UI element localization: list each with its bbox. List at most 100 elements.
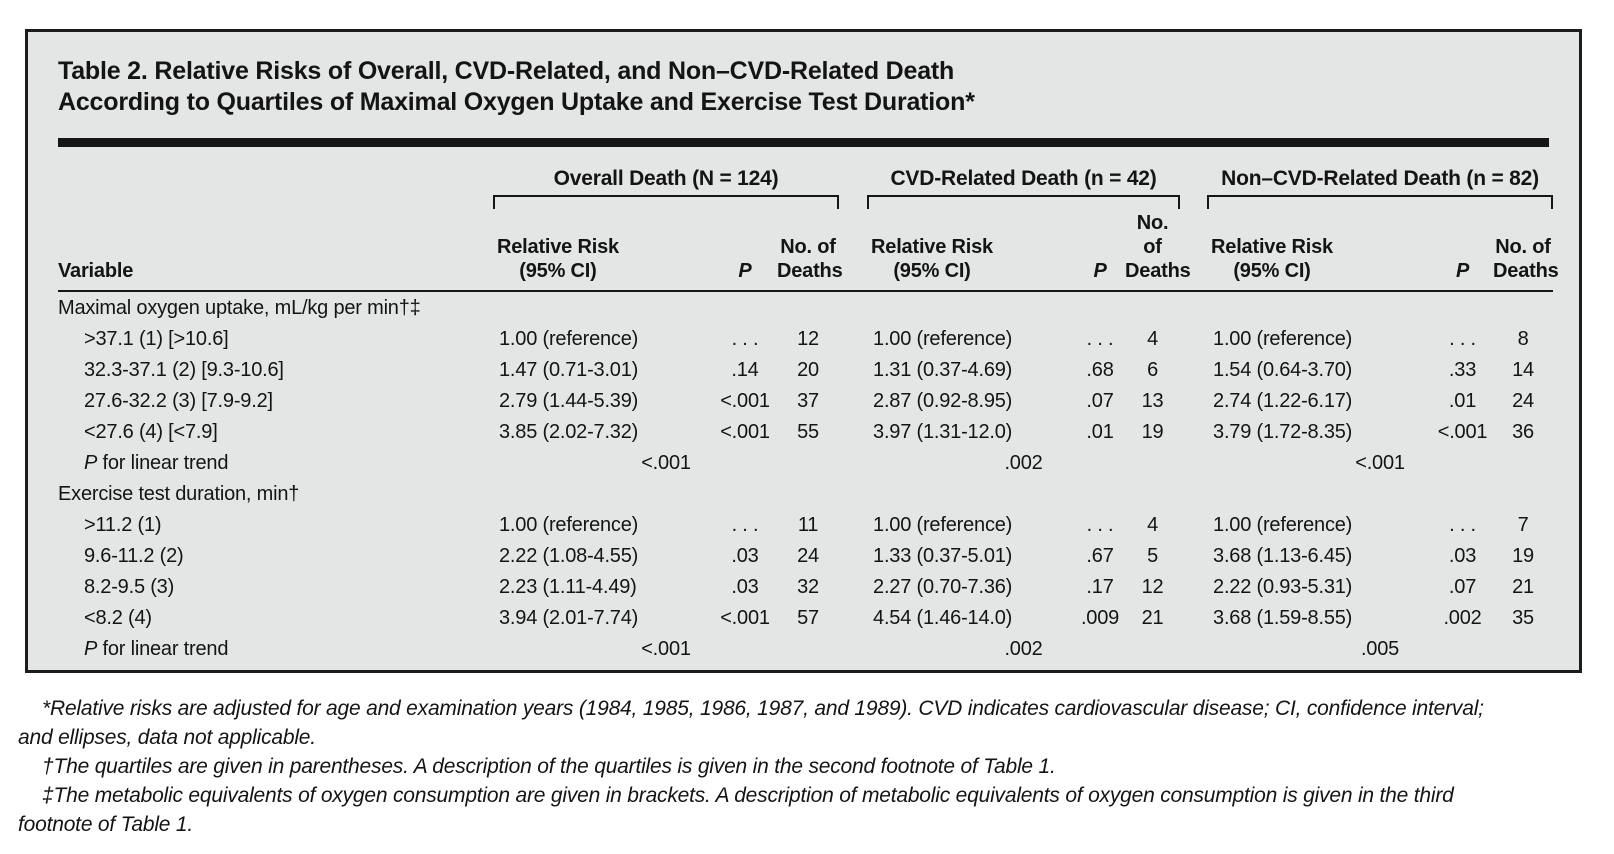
cell-p: .14 bbox=[731, 358, 759, 381]
footnotes: *Relative risks are adjusted for age and… bbox=[18, 694, 1518, 839]
col-header-p-cvd: P bbox=[1075, 211, 1126, 292]
cell-rr: 3.68 (1.59-8.55) bbox=[1213, 606, 1353, 629]
cell-p: . . . bbox=[731, 513, 759, 536]
cell-trend-value: .005 bbox=[1360, 637, 1400, 660]
col-header-deaths-cvd: No. of Deaths bbox=[1125, 211, 1191, 292]
cell-trend-label: P for linear trend bbox=[84, 637, 229, 660]
cell-deaths: 20 bbox=[797, 358, 819, 381]
col-header-rr-noncvd: Relative Risk (95% CI) bbox=[1207, 211, 1433, 292]
cell-deaths: 19 bbox=[1512, 544, 1534, 567]
cell-variable: >11.2 (1) bbox=[84, 513, 162, 536]
cell-variable: 27.6-32.2 (3) [7.9-9.2] bbox=[84, 389, 273, 412]
cell-rr: 3.97 (1.31-12.0) bbox=[873, 420, 1013, 443]
cell-rr: 1.00 (reference) bbox=[1213, 513, 1353, 536]
cell-p: . . . bbox=[1086, 327, 1114, 350]
cell-trend-value: <.001 bbox=[641, 451, 691, 474]
bracket-row bbox=[58, 195, 1554, 211]
table-panel: Table 2. Relative Risks of Overall, CVD-… bbox=[25, 29, 1582, 673]
cell-rr: 1.00 (reference) bbox=[499, 513, 639, 536]
col-header-p-noncvd: P bbox=[1432, 211, 1494, 292]
cell-p: .03 bbox=[731, 575, 759, 598]
cell-deaths: 37 bbox=[797, 389, 819, 412]
cell-variable: <27.6 (4) [<7.9] bbox=[84, 420, 218, 443]
cell-deaths: 12 bbox=[1141, 575, 1164, 598]
col-header-rr-cvd: Relative Risk (95% CI) bbox=[867, 211, 1076, 292]
table-title: Table 2. Relative Risks of Overall, CVD-… bbox=[58, 56, 1549, 118]
cell-rr: 3.94 (2.01-7.74) bbox=[499, 606, 639, 629]
table-title-line1: Table 2. Relative Risks of Overall, CVD-… bbox=[58, 57, 955, 85]
group-header-cvd: CVD-Related Death (n = 42) bbox=[890, 167, 1157, 190]
cell-trend-label: P for linear trend bbox=[84, 451, 229, 474]
cell-deaths: 19 bbox=[1141, 420, 1164, 443]
cell-p: <.001 bbox=[720, 606, 770, 629]
cell-p: .17 bbox=[1086, 575, 1114, 598]
trend-row: P for linear trend <.001 .002 <.001 bbox=[58, 447, 1553, 478]
col-header-deaths-overall: No. of Deaths bbox=[777, 211, 843, 292]
footnote-asterisk: *Relative risks are adjusted for age and… bbox=[18, 697, 1484, 749]
cell-p: .33 bbox=[1448, 358, 1477, 381]
cell-deaths: 14 bbox=[1512, 358, 1534, 381]
cell-rr: 1.47 (0.71-3.01) bbox=[499, 358, 639, 381]
group-header-row: Overall Death (N = 124) CVD-Related Deat… bbox=[58, 151, 1553, 195]
cell-rr: 3.68 (1.13-6.45) bbox=[1213, 544, 1353, 567]
table-row: <8.2 (4) 3.94 (2.01-7.74) <.001 57 4.54 … bbox=[58, 602, 1553, 633]
cell-deaths: 24 bbox=[1512, 389, 1534, 412]
section-label-test-duration: Exercise test duration, min† bbox=[58, 482, 300, 505]
cell-rr: 1.00 (reference) bbox=[873, 327, 1013, 350]
group-header-noncvd: Non–CVD-Related Death (n = 82) bbox=[1221, 167, 1539, 190]
cell-p: .01 bbox=[1448, 389, 1477, 412]
cell-variable: 32.3-37.1 (2) [9.3-10.6] bbox=[84, 358, 284, 381]
cell-rr: 1.54 (0.64-3.70) bbox=[1213, 358, 1353, 381]
cell-rr: 3.85 (2.02-7.32) bbox=[499, 420, 639, 443]
cell-trend-value: <.001 bbox=[641, 637, 691, 660]
cell-deaths: 21 bbox=[1512, 575, 1534, 598]
bracket-noncvd bbox=[1207, 195, 1554, 209]
cell-deaths: 4 bbox=[1147, 327, 1158, 350]
cell-rr: 4.54 (1.46-14.0) bbox=[873, 606, 1013, 629]
cell-rr: 1.33 (0.37-5.01) bbox=[873, 544, 1013, 567]
cell-rr: 3.79 (1.72-8.35) bbox=[1213, 420, 1353, 443]
cell-p: .07 bbox=[1086, 389, 1114, 412]
cell-p: . . . bbox=[731, 327, 759, 350]
table-row: >11.2 (1) 1.00 (reference) . . . 11 1.00… bbox=[58, 509, 1553, 540]
cell-deaths: 13 bbox=[1141, 389, 1164, 412]
bracket-cvd bbox=[867, 195, 1181, 209]
cell-trend-value: .002 bbox=[1004, 637, 1043, 660]
cell-deaths: 21 bbox=[1141, 606, 1164, 629]
cell-deaths: 6 bbox=[1147, 358, 1158, 381]
table-row: 27.6-32.2 (3) [7.9-9.2] 2.79 (1.44-5.39)… bbox=[58, 385, 1553, 416]
cell-deaths: 11 bbox=[797, 513, 819, 536]
cell-variable: 9.6-11.2 (2) bbox=[84, 544, 184, 567]
cell-p: .009 bbox=[1080, 606, 1120, 629]
cell-deaths: 5 bbox=[1147, 544, 1158, 567]
cell-rr: 2.79 (1.44-5.39) bbox=[499, 389, 639, 412]
section-header-row: Exercise test duration, min† bbox=[58, 478, 1553, 509]
cell-rr: 2.74 (1.22-6.17) bbox=[1213, 389, 1353, 412]
cell-p: . . . bbox=[1449, 513, 1476, 536]
section-header-row: Maximal oxygen uptake, mL/kg per min†‡ bbox=[58, 291, 1553, 323]
cell-rr: 2.22 (0.93-5.31) bbox=[1213, 575, 1353, 598]
cell-rr: 2.87 (0.92-8.95) bbox=[873, 389, 1013, 412]
cell-p: .002 bbox=[1443, 606, 1482, 629]
cell-p: . . . bbox=[1086, 513, 1114, 536]
cell-deaths: 35 bbox=[1512, 606, 1534, 629]
cell-variable: <8.2 (4) bbox=[84, 606, 152, 629]
cell-p: <.001 bbox=[720, 420, 770, 443]
col-header-p-overall: P bbox=[713, 211, 777, 292]
cell-deaths: 36 bbox=[1512, 420, 1534, 443]
cell-p: .03 bbox=[731, 544, 759, 567]
cell-deaths: 8 bbox=[1517, 327, 1529, 350]
cell-deaths: 7 bbox=[1517, 513, 1529, 536]
group-header-overall: Overall Death (N = 124) bbox=[553, 167, 779, 190]
footnote-dagger: †The quartiles are given in parentheses.… bbox=[42, 755, 1056, 778]
cell-p: .07 bbox=[1448, 575, 1477, 598]
risk-table: Overall Death (N = 124) CVD-Related Deat… bbox=[58, 151, 1559, 664]
section-label-oxygen-uptake: Maximal oxygen uptake, mL/kg per min†‡ bbox=[58, 296, 421, 319]
table-title-line2: According to Quartiles of Maximal Oxygen… bbox=[58, 88, 975, 116]
cell-rr: 2.27 (0.70-7.36) bbox=[873, 575, 1013, 598]
cell-trend-value: <.001 bbox=[1355, 451, 1405, 474]
cell-p: . . . bbox=[1449, 327, 1476, 350]
table-row: >37.1 (1) [>10.6] 1.00 (reference) . . .… bbox=[58, 323, 1553, 354]
cell-p: .68 bbox=[1086, 358, 1114, 381]
